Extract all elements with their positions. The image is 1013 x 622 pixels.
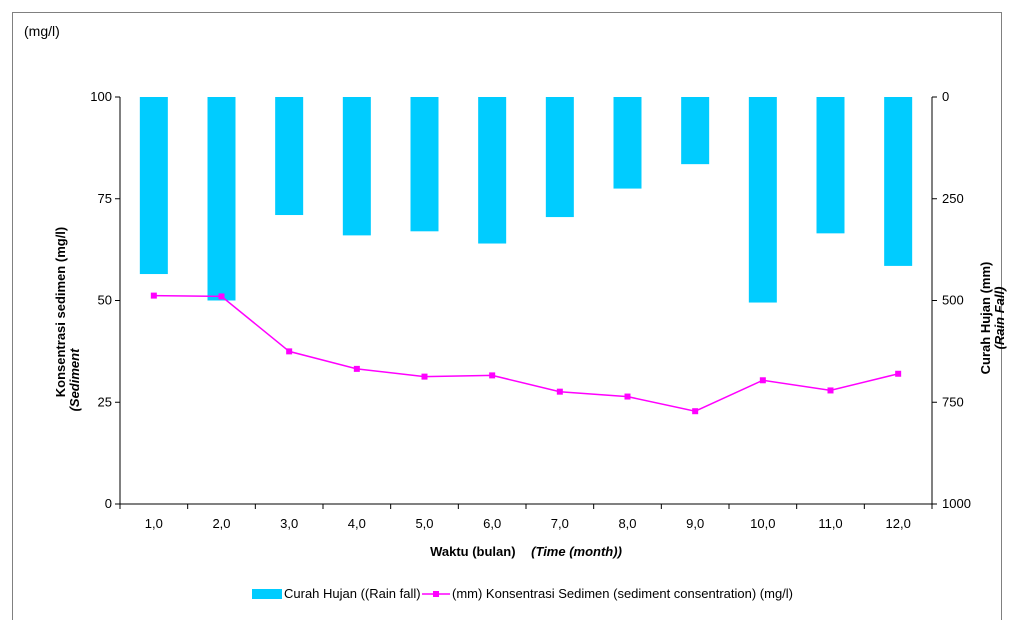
right-axis-label: Curah Hujan (mm) — [978, 262, 993, 375]
x-tick-label: 10,0 — [750, 516, 775, 531]
x-tick-label: 6,0 — [483, 516, 501, 531]
rainfall-bar — [478, 97, 507, 244]
sediment-point — [895, 370, 902, 377]
rainfall-bar — [816, 97, 845, 234]
rainfall-bar — [207, 97, 236, 301]
rainfall-bar — [884, 97, 913, 266]
rainfall-bar — [139, 97, 168, 275]
rainfall-bar — [410, 97, 439, 232]
rainfall-bars — [139, 97, 913, 303]
rainfall-bar — [342, 97, 371, 236]
x-tick-label: 9,0 — [686, 516, 704, 531]
right-tick-label: 750 — [942, 394, 964, 409]
legend: Curah Hujan ((Rain fall) (mm) Konsentras… — [252, 586, 793, 601]
sediment-point — [556, 388, 563, 395]
legend-line-label: (mm) Konsentrasi Sedimen (sediment conse… — [452, 586, 793, 601]
x-tick-label: 1,0 — [145, 516, 163, 531]
left-tick-label: 0 — [105, 496, 112, 511]
legend-bar-swatch — [252, 589, 282, 599]
x-axis-label: Waktu (bulan) — [430, 544, 515, 559]
rainfall-bar — [748, 97, 777, 303]
x-axis-ticks: 1,0 2,0 3,0 4,0 5,0 6,0 7,0 8,0 9,0 10,0 11,0 12,0 — [119, 504, 933, 531]
right-tick-label: 1000 — [942, 496, 971, 511]
sediment-point — [286, 348, 293, 355]
x-tick-label: 12,0 — [886, 516, 911, 531]
sediment-point — [624, 393, 631, 400]
x-tick-label: 2,0 — [212, 516, 230, 531]
x-tick-label: 3,0 — [280, 516, 298, 531]
sediment-line — [153, 294, 899, 412]
right-axis-label-italic: (Rain Fall) — [992, 287, 1007, 350]
legend-line-marker — [433, 591, 439, 597]
rainfall-bar — [681, 97, 710, 165]
x-axis-title: Waktu (bulan) (Time (month)) — [430, 544, 622, 559]
left-tick-label: 75 — [98, 191, 112, 206]
sediment-point — [489, 372, 496, 379]
sediment-point — [827, 387, 834, 394]
right-tick-label: 500 — [942, 293, 964, 308]
x-tick-label: 7,0 — [551, 516, 569, 531]
right-tick-label: 250 — [942, 191, 964, 206]
x-tick-label: 4,0 — [348, 516, 366, 531]
svg-text:Waktu (bulan) (Time (mon: Waktu (bulan) (Time (month)) — [430, 544, 622, 559]
left-axis-label-italic: (Sediment — [67, 348, 82, 412]
x-axis-label-italic: (Time (month)) — [531, 544, 622, 559]
x-tick-label: 5,0 — [415, 516, 433, 531]
legend-bar-label: Curah Hujan ((Rain fall) — [284, 586, 421, 601]
unit-label: (mg/l) — [24, 23, 60, 39]
left-axis-label: Konsentrasi sedimen (mg/l) — [53, 227, 68, 397]
left-tick-label: 100 — [90, 89, 112, 104]
rainfall-bar — [613, 97, 642, 189]
sediment-point — [759, 377, 766, 384]
right-axis-ticks: 0 250 500 750 1000 — [932, 89, 971, 511]
sediment-point — [692, 408, 699, 415]
sediment-point — [353, 365, 360, 372]
left-tick-label: 25 — [98, 394, 112, 409]
rainfall-bar — [275, 97, 304, 216]
sediment-point — [150, 292, 157, 299]
right-tick-label: 0 — [942, 89, 949, 104]
sediment-point — [218, 293, 225, 300]
left-tick-label: 50 — [98, 293, 112, 308]
rainfall-bar — [545, 97, 574, 218]
x-tick-label: 8,0 — [618, 516, 636, 531]
x-tick-label: 11,0 — [818, 516, 842, 531]
chart-frame — [12, 12, 1002, 620]
sediment-point — [421, 373, 428, 380]
sediment-line-series — [150, 292, 902, 415]
left-axis-ticks: 0 25 50 75 100 — [90, 89, 120, 511]
